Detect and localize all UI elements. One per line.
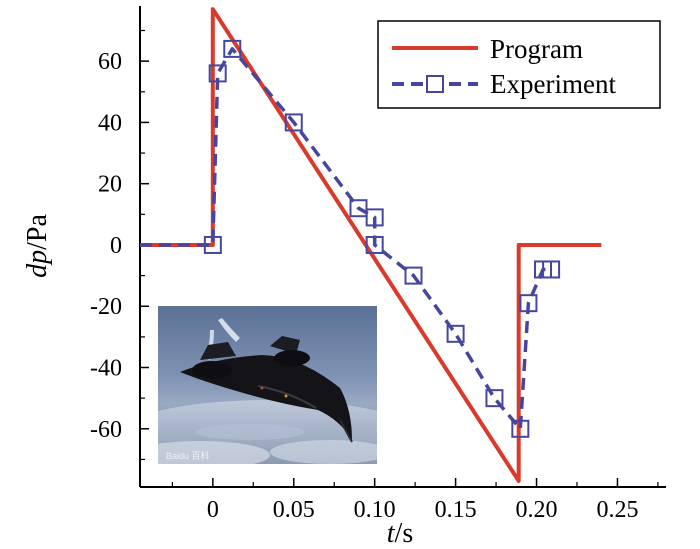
y-tick-label-6: -60 [90, 417, 122, 443]
x-tick-label-1: 0.05 [273, 497, 315, 523]
x-tick-label-4: 0.20 [516, 497, 558, 523]
series-layer [140, 7, 602, 483]
legend: Program Experiment [377, 20, 661, 109]
y-axis-title-unit: /Pa [22, 214, 53, 250]
experiment-point [208, 64, 227, 83]
experiment-point [349, 199, 368, 218]
x-axis-title: t/s [387, 518, 413, 549]
x-axis-title-var: t [387, 518, 396, 549]
y-tick-label-0: 60 [98, 49, 122, 75]
legend-marker-experiment [426, 75, 444, 93]
experiment-point [223, 39, 242, 58]
experiment-point [519, 294, 538, 313]
inset-photo: Baidu 百科 [158, 306, 377, 464]
x-tick-label-2: 0.10 [354, 497, 396, 523]
experiment-point [203, 235, 222, 254]
aircraft-icon [180, 336, 353, 443]
x-axis-title-unit: /s [395, 518, 414, 549]
tick-labels: 0 0.05 0.10 0.15 0.20 0.25 60 40 20 0 -20 -40 -60 [90, 49, 638, 523]
y-axis-title: dp/Pa [22, 214, 53, 278]
y-axis-title-var: dp [22, 250, 53, 278]
experiment-point [284, 113, 303, 132]
experiment-point [365, 235, 384, 254]
y-tick-label-3: 0 [110, 233, 122, 259]
experiment-point [365, 208, 384, 227]
x-tick-label-3: 0.15 [435, 497, 477, 523]
y-tick-label-4: -20 [90, 294, 122, 320]
x-tick-label-5: 0.25 [596, 497, 638, 523]
y-tick-label-5: -40 [90, 356, 122, 382]
experiment-point [404, 266, 423, 285]
y-tick-label-1: 40 [98, 110, 122, 136]
legend-label-program: Program [490, 34, 583, 64]
experiment-point [485, 389, 504, 408]
x-tick-label-0: 0 [207, 497, 219, 523]
experiment-point [511, 419, 530, 438]
axis-ticks [140, 29, 659, 487]
experiment-point [542, 260, 561, 279]
y-tick-label-2: 20 [98, 172, 122, 198]
inset-watermark: Baidu 百科 [166, 450, 210, 461]
experiment-point [446, 324, 465, 343]
legend-label-experiment: Experiment [490, 69, 616, 99]
